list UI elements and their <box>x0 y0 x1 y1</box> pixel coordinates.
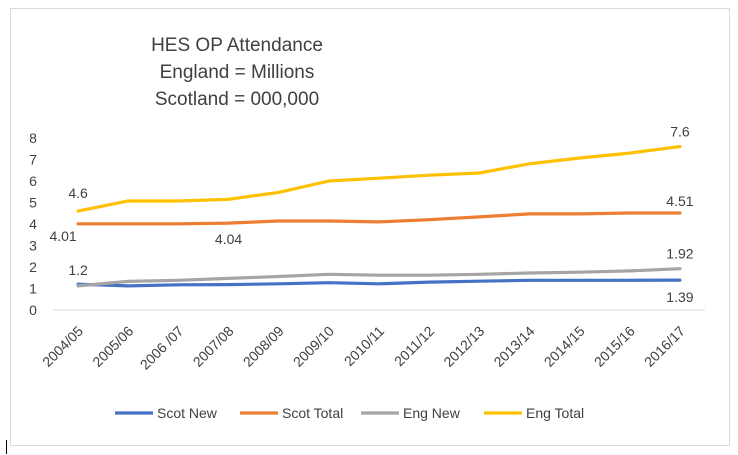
y-tick-label: 5 <box>29 195 37 211</box>
title-line-1: HES OP Attendance <box>151 35 323 56</box>
data-label: 1.2 <box>68 262 88 278</box>
data-label: 1.92 <box>666 246 693 262</box>
title-line-2: England = Millions <box>160 62 315 83</box>
text-cursor <box>6 440 7 454</box>
y-tick-label: 0 <box>29 302 37 318</box>
x-tick-label: 2005/06 <box>89 323 136 370</box>
x-tick-label: 2008/09 <box>240 323 287 370</box>
y-tick-label: 6 <box>29 173 37 189</box>
data-label: 4.6 <box>68 185 88 201</box>
legend-label: Eng Total <box>526 405 584 421</box>
legend-label: Scot Total <box>282 405 343 421</box>
legend-label: Eng New <box>403 405 461 421</box>
data-label: 4.51 <box>666 193 693 209</box>
x-tick-label: 2010/11 <box>341 323 388 370</box>
chart-title: HES OP Attendance England = Millions Sco… <box>151 35 323 110</box>
y-tick-label: 8 <box>29 130 37 146</box>
legend: Scot New Scot Total Eng New Eng Total <box>115 405 584 421</box>
x-tick-label: 2015/16 <box>591 323 638 370</box>
y-tick-label: 4 <box>29 216 37 232</box>
x-axis-ticks: 2004/05 2005/06 2006 /07 2007/08 2008/09 2009… <box>39 323 688 373</box>
data-label: 4.01 <box>49 228 76 244</box>
data-label: 4.04 <box>215 231 242 247</box>
chart-frame <box>10 8 730 446</box>
title-line-3: Scotland = 000,000 <box>155 89 319 110</box>
x-tick-label: 2009/10 <box>290 323 337 370</box>
series-line-eng-new <box>76 267 682 288</box>
data-label: 7.6 <box>670 124 690 140</box>
x-tick-label: 2016/17 <box>641 323 688 370</box>
data-labels: 4.6 4.01 1.2 4.04 7.6 4.51 1.92 1.39 <box>49 124 693 306</box>
y-tick-label: 1 <box>29 281 37 297</box>
x-tick-label: 2006 /07 <box>137 323 187 373</box>
series-lines <box>76 145 682 288</box>
y-tick-label: 3 <box>29 238 37 254</box>
y-axis-ticks: 0 1 2 3 4 5 6 7 8 <box>29 130 37 318</box>
y-tick-label: 7 <box>29 152 37 168</box>
x-tick-label: 2014/15 <box>541 323 588 370</box>
series-line-eng-total <box>76 145 682 213</box>
x-tick-label: 2012/13 <box>440 323 487 370</box>
y-tick-label: 2 <box>29 259 37 275</box>
data-label: 1.39 <box>666 289 693 305</box>
series-line-scot-new <box>76 278 682 288</box>
series-line-scot-total <box>76 211 682 226</box>
x-tick-label: 2004/05 <box>39 323 86 370</box>
x-tick-label: 2011/12 <box>391 323 438 370</box>
legend-label: Scot New <box>157 405 218 421</box>
x-tick-label: 2007/08 <box>190 323 237 370</box>
x-tick-label: 2013/14 <box>490 323 537 370</box>
